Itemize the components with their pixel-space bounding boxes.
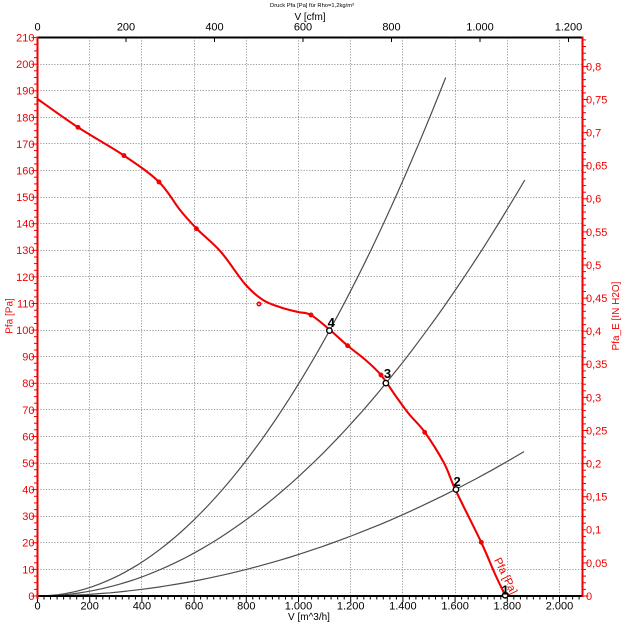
svg-text:0,65: 0,65 [586, 161, 607, 173]
svg-text:0,6: 0,6 [586, 194, 601, 206]
svg-text:0,55: 0,55 [586, 227, 607, 239]
svg-text:0,8: 0,8 [586, 61, 601, 73]
svg-text:160: 160 [16, 166, 34, 178]
svg-text:200: 200 [16, 59, 34, 71]
svg-text:V [cfm]: V [cfm] [294, 12, 325, 23]
svg-text:210: 210 [16, 33, 34, 45]
svg-text:400: 400 [133, 601, 151, 613]
svg-text:4: 4 [328, 315, 336, 330]
svg-text:190: 190 [16, 86, 34, 98]
svg-text:50: 50 [22, 458, 34, 470]
svg-text:0,3: 0,3 [586, 392, 601, 404]
svg-text:200: 200 [117, 22, 135, 34]
svg-text:0,25: 0,25 [586, 425, 607, 437]
svg-text:2: 2 [453, 474, 460, 489]
svg-text:0,1: 0,1 [586, 525, 601, 537]
svg-text:180: 180 [16, 112, 34, 124]
svg-text:1.200: 1.200 [337, 601, 365, 613]
svg-text:1.200: 1.200 [555, 22, 583, 34]
svg-text:200: 200 [81, 601, 99, 613]
svg-text:20: 20 [22, 538, 34, 550]
svg-text:0,75: 0,75 [586, 94, 607, 106]
svg-text:800: 800 [382, 22, 400, 34]
svg-text:Druck Pfa [Pa] für Rho=1,2kg/m: Druck Pfa [Pa] für Rho=1,2kg/m³ [270, 3, 354, 9]
svg-text:170: 170 [16, 139, 34, 151]
svg-text:140: 140 [16, 219, 34, 231]
svg-text:40: 40 [22, 485, 34, 497]
svg-text:150: 150 [16, 192, 34, 204]
svg-text:1.000: 1.000 [285, 601, 313, 613]
svg-text:600: 600 [185, 601, 203, 613]
svg-text:80: 80 [22, 378, 34, 390]
svg-text:70: 70 [22, 405, 34, 417]
svg-text:120: 120 [16, 272, 34, 284]
svg-text:0,4: 0,4 [586, 326, 601, 338]
svg-text:1: 1 [502, 582, 509, 597]
svg-text:130: 130 [16, 245, 34, 257]
svg-text:400: 400 [205, 22, 223, 34]
svg-text:0: 0 [28, 591, 34, 603]
svg-text:Pfa [Pa]: Pfa [Pa] [5, 298, 16, 334]
svg-text:0: 0 [34, 22, 40, 34]
svg-text:3: 3 [384, 366, 391, 381]
svg-text:0,15: 0,15 [586, 492, 607, 504]
svg-text:1.600: 1.600 [441, 601, 469, 613]
svg-text:90: 90 [22, 352, 34, 364]
svg-text:1.800: 1.800 [494, 601, 522, 613]
svg-text:0,05: 0,05 [586, 558, 607, 570]
svg-text:Pfa_E [IN H2O]: Pfa_E [IN H2O] [611, 281, 622, 350]
svg-text:0,35: 0,35 [586, 359, 607, 371]
svg-text:100: 100 [16, 325, 34, 337]
svg-text:0,7: 0,7 [586, 128, 601, 140]
svg-text:1.400: 1.400 [389, 601, 417, 613]
svg-text:0,2: 0,2 [586, 459, 601, 471]
svg-text:600: 600 [294, 22, 312, 34]
svg-text:110: 110 [17, 298, 35, 310]
svg-text:0: 0 [586, 591, 592, 603]
svg-text:0: 0 [34, 601, 40, 613]
svg-text:0,45: 0,45 [586, 293, 607, 305]
svg-text:2.000: 2.000 [546, 601, 574, 613]
svg-text:V [m^3/h]: V [m^3/h] [288, 612, 330, 623]
svg-text:800: 800 [237, 601, 255, 613]
svg-text:30: 30 [22, 511, 34, 523]
svg-text:0,5: 0,5 [586, 260, 601, 272]
svg-text:1.000: 1.000 [466, 22, 494, 34]
svg-text:10: 10 [22, 564, 34, 576]
svg-text:60: 60 [22, 431, 34, 443]
